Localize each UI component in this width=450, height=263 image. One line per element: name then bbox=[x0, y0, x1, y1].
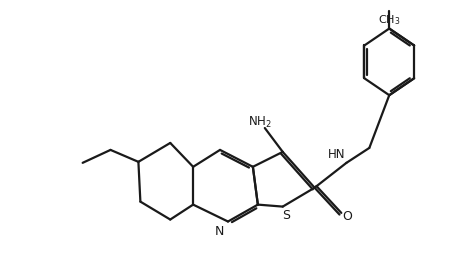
Text: N: N bbox=[215, 225, 225, 238]
Text: CH$_3$: CH$_3$ bbox=[378, 13, 400, 27]
Text: NH$_2$: NH$_2$ bbox=[248, 115, 272, 130]
Text: S: S bbox=[282, 209, 290, 222]
Text: HN: HN bbox=[328, 148, 345, 161]
Text: O: O bbox=[342, 210, 352, 223]
